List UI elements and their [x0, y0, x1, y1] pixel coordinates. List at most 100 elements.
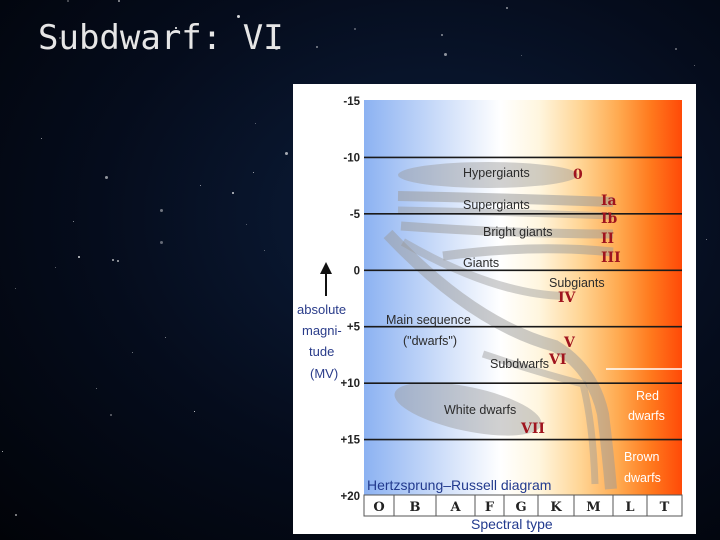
- hypergiants-region: [398, 162, 578, 188]
- class-vii-label: VII: [520, 421, 545, 437]
- star: [160, 241, 164, 245]
- y-axis-symbol-text: (MV): [310, 366, 338, 381]
- star: [109, 414, 112, 417]
- star: [694, 64, 696, 66]
- supergiants-label: Supergiants: [463, 198, 530, 212]
- star: [15, 514, 18, 517]
- star: [59, 36, 62, 39]
- magnitude-tick-labels: -15 -10 -5 0 +5 +10 +15 +20: [340, 96, 360, 503]
- class-ii-label: II: [601, 231, 614, 247]
- star: [117, 0, 120, 3]
- spectral-type-g: G: [515, 500, 526, 515]
- diagram-title: Hertzsprung–Russell diagram: [367, 477, 551, 493]
- star: [174, 27, 177, 30]
- giants-band: [442, 244, 614, 261]
- spectral-type-f: F: [485, 500, 495, 515]
- star: [506, 7, 509, 10]
- star: [66, 0, 69, 3]
- star: [193, 410, 195, 412]
- subdwarfs-band: [481, 350, 599, 485]
- star: [72, 221, 74, 223]
- spectral-type-t: T: [660, 500, 670, 515]
- magnitude-tick-label: -15: [343, 96, 360, 108]
- star: [15, 287, 17, 289]
- class-iv-label: IV: [558, 290, 577, 306]
- red-label-line1: Red: [636, 389, 659, 403]
- spectral-type-k: K: [550, 500, 562, 515]
- y-axis-arrow-icon: [320, 262, 332, 274]
- star: [254, 123, 256, 125]
- main-sequence-label: Main sequence: [386, 313, 471, 327]
- spectral-type-o: O: [373, 500, 384, 515]
- main-sequence-band: [383, 229, 617, 490]
- x-axis-label: Spectral type: [471, 516, 553, 532]
- magnitude-tick-label: +5: [347, 322, 361, 334]
- star: [443, 53, 447, 57]
- star: [54, 267, 56, 269]
- spectral-type-row: [363, 494, 683, 517]
- star: [78, 256, 81, 259]
- star: [95, 388, 97, 390]
- star: [675, 47, 678, 50]
- star: [2, 451, 4, 453]
- class-vi-label: VI: [548, 352, 566, 368]
- hypergiants-label: Hypergiants: [463, 166, 530, 180]
- star: [116, 259, 119, 262]
- class-ib-label: Ib: [601, 211, 618, 227]
- subgiants-band: [400, 238, 564, 300]
- subgiants-label: Subgiants: [549, 276, 605, 290]
- star: [159, 209, 163, 213]
- supergiants-ib-band: [397, 206, 614, 220]
- white-dwarfs-label: White dwarfs: [444, 403, 516, 417]
- slide-title: Subdwarf: VI: [38, 18, 284, 58]
- class-ia-label: Ia: [601, 193, 617, 209]
- plot-area: [364, 100, 682, 495]
- magnitude-tick-label: +20: [340, 491, 360, 503]
- star: [236, 14, 240, 18]
- star: [231, 191, 234, 194]
- star: [353, 27, 356, 30]
- spectral-type-b: B: [410, 500, 421, 515]
- y-axis-label-line3: tude: [309, 344, 334, 359]
- star: [112, 258, 115, 261]
- supergiants-band: [397, 191, 614, 207]
- red-label-line2: dwarfs: [628, 409, 665, 423]
- star: [40, 137, 42, 139]
- spectral-type-l: L: [625, 500, 634, 515]
- hr-diagram: -15 -10 -5 0 +5 +10 +15 +20 Hypergiants 0 Super…: [297, 96, 683, 532]
- magnitude-tick-label: -5: [350, 209, 361, 221]
- star: [252, 172, 254, 174]
- magnitude-tick-label: 0: [354, 265, 360, 277]
- star: [199, 184, 201, 186]
- magnitude-gridlines: [364, 156, 682, 441]
- bright-giants-band: [400, 221, 614, 239]
- star: [105, 176, 109, 180]
- white-dwarfs-region: [394, 382, 542, 436]
- main-sequence-dwarfs-label: ("dwarfs"): [403, 334, 457, 348]
- star: [440, 33, 443, 36]
- magnitude-tick-label: +10: [340, 378, 360, 390]
- star: [131, 352, 133, 354]
- star: [246, 223, 248, 225]
- magnitude-tick-label: -10: [343, 152, 360, 164]
- class-0-label: 0: [573, 167, 583, 183]
- hr-diagram-panel: -15 -10 -5 0 +5 +10 +15 +20 Hypergiants 0 Super…: [293, 84, 696, 534]
- star: [521, 55, 523, 57]
- giants-label: Giants: [463, 256, 499, 270]
- magnitude-tick-label: +15: [340, 435, 360, 447]
- y-axis-label-line1: absolute: [297, 302, 346, 317]
- brown-label-line2: dwarfs: [624, 471, 661, 485]
- spectral-type-m: M: [586, 500, 600, 515]
- class-v-label: V: [563, 335, 576, 351]
- star: [284, 152, 288, 156]
- y-axis-symbol: (MV): [310, 366, 338, 381]
- star: [275, 46, 279, 50]
- spectral-type-a: A: [449, 500, 461, 515]
- star: [264, 250, 266, 252]
- class-iii-label: III: [601, 250, 621, 266]
- bright-giants-label: Bright giants: [483, 225, 552, 239]
- star: [164, 336, 166, 338]
- star: [315, 46, 318, 49]
- subdwarfs-label: Subdwarfs: [490, 357, 549, 371]
